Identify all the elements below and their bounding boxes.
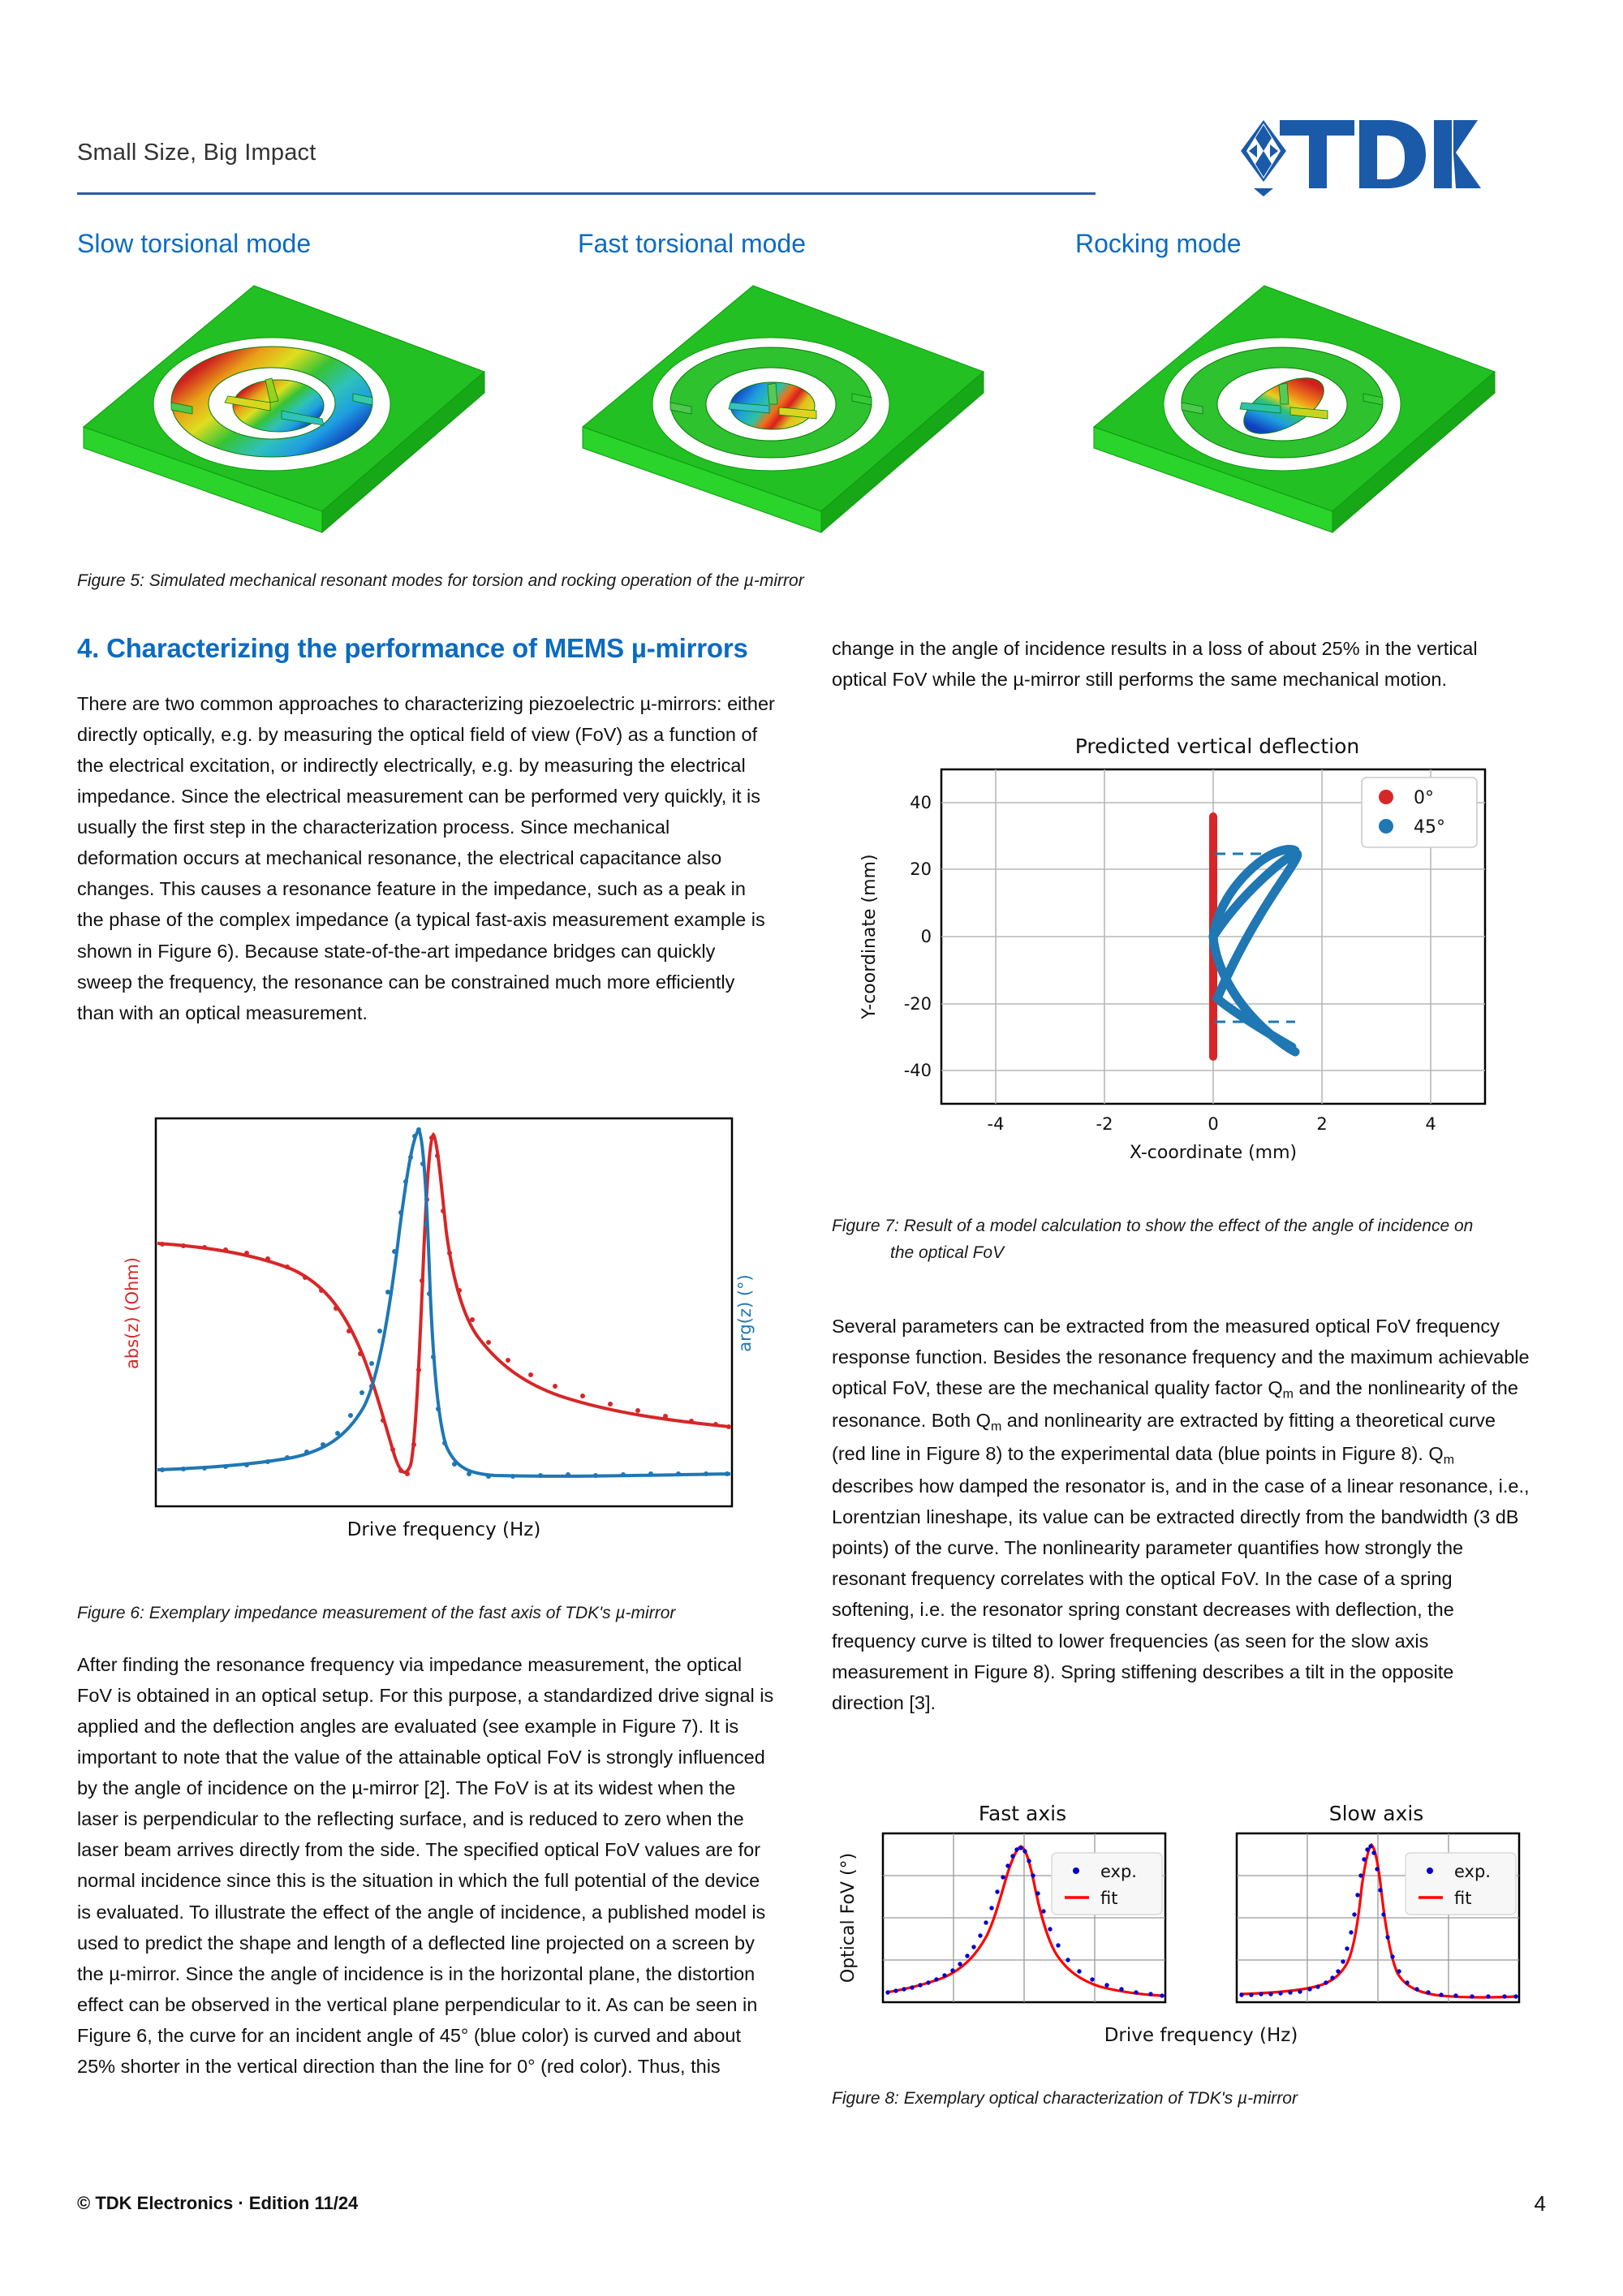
rp2-sub3: m bbox=[1443, 1453, 1454, 1467]
svg-text:20: 20 bbox=[910, 859, 932, 879]
figure-8-fast-legend: exp. fit bbox=[1051, 1852, 1163, 1915]
figure-7-series-45deg-upper bbox=[1208, 849, 1302, 1052]
figure-7-caption: Figure 7: Result of a model calculation … bbox=[832, 1213, 1538, 1266]
left-paragraph-1: There are two common approaches to chara… bbox=[77, 693, 775, 1023]
figure-8-plots: Fast axis bbox=[838, 1802, 1521, 2046]
svg-text:-40: -40 bbox=[904, 1061, 932, 1080]
legend-marker-exp-fast bbox=[1073, 1867, 1079, 1874]
figure-7-ylabel: Y-coordinate (mm) bbox=[859, 854, 880, 1019]
figure-6-impedance-chart: abs(z) (Ohm) arg(z) (°) Drive frequency … bbox=[105, 1110, 771, 1565]
figure-6-ylabel-right: arg(z) (°) bbox=[735, 1274, 755, 1351]
figure-7-series-45deg-lower bbox=[1208, 932, 1300, 1057]
legend-marker-exp-slow bbox=[1427, 1867, 1433, 1874]
figure-8-fast-legend-exp: exp. bbox=[1100, 1862, 1137, 1881]
right-column-continued: Several parameters can be extracted from… bbox=[832, 1311, 1530, 1739]
figure-7-yticks: 40 20 0 -20 -40 bbox=[904, 793, 932, 1080]
legend-marker-45deg bbox=[1379, 819, 1393, 834]
page-header: Small Size, Big Impact bbox=[77, 120, 1546, 211]
rp2-part4: describes how damped the resonator is, a… bbox=[832, 1475, 1530, 1713]
svg-text:0: 0 bbox=[1208, 1114, 1218, 1134]
left-column: 4. Characterizing the performance of MEM… bbox=[77, 633, 775, 1049]
figure-8-ylabel: Optical FoV (°) bbox=[838, 1853, 859, 1983]
svg-text:-4: -4 bbox=[988, 1114, 1005, 1134]
figure-8-fast-legend-fit: fit bbox=[1100, 1889, 1117, 1908]
rp2-sub1: m bbox=[1282, 1387, 1294, 1402]
figure-6-series-abs bbox=[157, 1131, 731, 1476]
figure-6-plot: abs(z) (Ohm) arg(z) (°) Drive frequency … bbox=[123, 1117, 755, 1540]
mems-mirror-slow-torsion-image bbox=[69, 268, 507, 552]
figure-8-slow-legend-exp: exp. bbox=[1454, 1862, 1491, 1881]
svg-text:2: 2 bbox=[1316, 1114, 1327, 1134]
section-title: 4. Characterizing the performance of MEM… bbox=[77, 633, 748, 663]
svg-text:0: 0 bbox=[921, 927, 932, 946]
footer-copyright: © TDK Electronics · Edition 11/24 bbox=[77, 2193, 359, 2213]
figure-7-plot: Predicted vertical deflection bbox=[859, 734, 1487, 1163]
figure-7-legend: 0° 45° bbox=[1361, 777, 1478, 848]
figure-7-legend-label-1: 45° bbox=[1414, 817, 1445, 838]
svg-text:-20: -20 bbox=[904, 994, 932, 1014]
figure-7-legend-label-0: 0° bbox=[1414, 788, 1434, 808]
left-paragraph-2: After finding the resonance frequency vi… bbox=[77, 1654, 774, 2077]
figure-8-fast-exp bbox=[885, 1846, 1165, 1998]
figure-7-title: Predicted vertical deflection bbox=[1075, 734, 1359, 758]
left-column-continued: After finding the resonance frequency vi… bbox=[77, 1649, 775, 2103]
right-column: change in the angle of incidence results… bbox=[832, 633, 1530, 716]
figure-8-caption: Figure 8: Exemplary optical characteriza… bbox=[832, 2089, 1298, 2108]
header-rule bbox=[77, 192, 1096, 195]
figure-8-optical-characterization: Fast axis bbox=[828, 1798, 1558, 2066]
right-paragraph-2: Several parameters can be extracted from… bbox=[832, 1311, 1530, 1718]
svg-text:40: 40 bbox=[910, 793, 932, 812]
figure-6-caption: Figure 6: Exemplary impedance measuremen… bbox=[77, 1604, 676, 1622]
figure-7-xticks: -4 -2 0 2 4 bbox=[988, 1114, 1436, 1134]
legend-marker-0deg bbox=[1379, 790, 1393, 804]
right-paragraph-1: change in the angle of incidence results… bbox=[832, 638, 1478, 691]
tdk-logo bbox=[1229, 114, 1546, 203]
figure-5-caption: Figure 5: Simulated mechanical resonant … bbox=[77, 571, 804, 590]
header-title: Small Size, Big Impact bbox=[77, 140, 316, 166]
mode-title-slow-torsional: Slow torsional mode bbox=[77, 229, 312, 258]
figure-6-xlabel: Drive frequency (Hz) bbox=[347, 1519, 541, 1540]
mode-title-fast-torsional: Fast torsional mode bbox=[578, 229, 807, 258]
figure-8-slow-legend: exp. fit bbox=[1405, 1852, 1517, 1915]
figure-6-series-arg bbox=[157, 1126, 731, 1479]
figure-8-xlabel: Drive frequency (Hz) bbox=[1104, 2025, 1298, 2046]
figure-8-slow-legend-fit: fit bbox=[1454, 1889, 1471, 1908]
rp2-sub2: m bbox=[990, 1419, 1002, 1434]
svg-text:4: 4 bbox=[1425, 1114, 1436, 1134]
figure-8-slow-title: Slow axis bbox=[1329, 1802, 1424, 1825]
figure-8-fast-title: Fast axis bbox=[979, 1802, 1066, 1825]
rp2-part2: and the nonlinearity of the resonance. B… bbox=[832, 1377, 1518, 1432]
rp2-part3: and nonlinearity are extracted by fittin… bbox=[832, 1410, 1496, 1464]
figure-7-xlabel: X-coordinate (mm) bbox=[1130, 1143, 1297, 1163]
footer-page-number: 4 bbox=[1534, 2191, 1546, 2216]
figure-7-deflection-chart: Predicted vertical deflection bbox=[836, 730, 1550, 1177]
rp2-part1: Several parameters can be extracted from… bbox=[832, 1316, 1530, 1399]
figure-7-caption-line-1: Figure 7: Result of a model calculation … bbox=[832, 1217, 1474, 1235]
figure-6-ylabel-left: abs(z) (Ohm) bbox=[123, 1257, 142, 1369]
svg-text:-2: -2 bbox=[1096, 1114, 1113, 1134]
figure-8-slow-exp bbox=[1239, 1844, 1518, 1999]
figure-7-series-45deg-arc bbox=[1208, 845, 1300, 941]
mems-mirror-rocking-image bbox=[1079, 268, 1518, 552]
mode-title-rocking: Rocking mode bbox=[1075, 229, 1242, 258]
mems-mirror-fast-torsion-image bbox=[568, 268, 1006, 552]
figure-7-caption-line-2: the optical FoV bbox=[890, 1243, 1005, 1262]
